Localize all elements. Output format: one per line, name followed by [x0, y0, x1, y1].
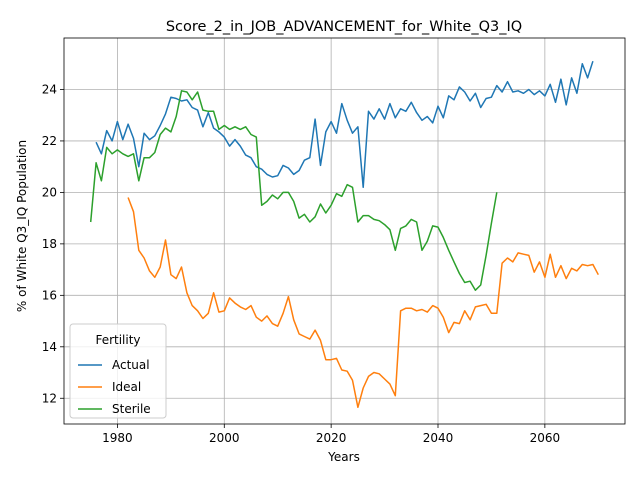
- chart-title: Score_2_in_JOB_ADVANCEMENT_for_White_Q3_…: [166, 19, 522, 35]
- y-tick-label: 16: [42, 288, 57, 302]
- legend-box: [69, 323, 167, 419]
- series-line-actual: [95, 60, 594, 189]
- y-tick-label: 12: [42, 391, 57, 405]
- plot-series: [89, 60, 599, 409]
- y-tick-label: 22: [42, 134, 57, 148]
- x-tick-label: 1980: [102, 431, 133, 445]
- legend-label-ideal: Ideal: [112, 380, 141, 394]
- series-line-sterile: [89, 90, 498, 291]
- x-tick-label: 2040: [423, 431, 454, 445]
- x-tick-label: 2060: [530, 431, 561, 445]
- x-tick-label: 2000: [209, 431, 240, 445]
- y-axis-title: % of White Q3_IQ Population: [15, 140, 29, 312]
- x-tick-label: 2020: [316, 431, 347, 445]
- y-tick-label: 24: [42, 82, 57, 96]
- x-axis-title: Years: [327, 450, 360, 464]
- y-tick-label: 18: [42, 237, 57, 251]
- grid-lines: [64, 38, 625, 424]
- legend-label-sterile: Sterile: [112, 402, 151, 416]
- y-tick-label: 14: [42, 340, 57, 354]
- x-axis-ticks: 1980 2000 2020 2040 2060: [102, 424, 560, 445]
- y-tick-label: 20: [42, 185, 57, 199]
- plot-frame: [63, 37, 626, 425]
- legend-label-actual: Actual: [112, 358, 150, 372]
- series-line-ideal: [127, 197, 599, 409]
- legend: Fertility Actual Ideal Sterile: [69, 323, 167, 419]
- legend-title: Fertility: [95, 333, 140, 347]
- y-axis-ticks: 12 14 16 18 20 22 24: [42, 82, 64, 405]
